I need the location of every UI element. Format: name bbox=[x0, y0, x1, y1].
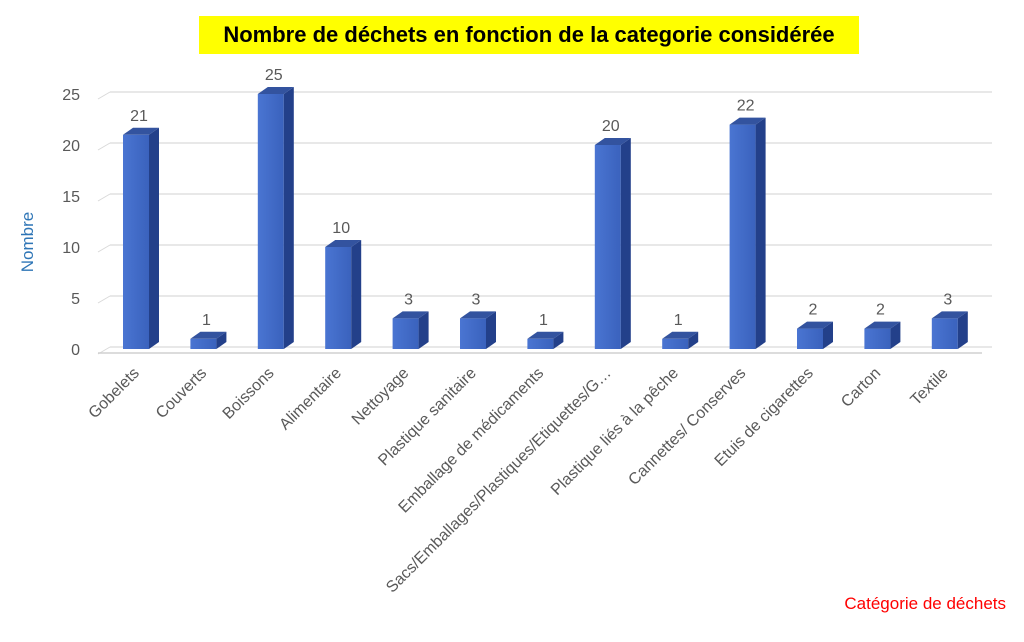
y-tick-label: 0 bbox=[71, 342, 80, 359]
data-label: 3 bbox=[404, 291, 413, 308]
bar-top bbox=[123, 127, 159, 135]
bar-front bbox=[864, 328, 891, 349]
bar-top bbox=[527, 331, 564, 339]
bar bbox=[190, 331, 227, 349]
data-label: 22 bbox=[737, 98, 755, 115]
x-tick-label: Cannettes/ Conserves bbox=[625, 365, 749, 489]
bar-top bbox=[864, 321, 901, 329]
data-label: 3 bbox=[943, 291, 952, 308]
data-label: 10 bbox=[332, 220, 350, 237]
bar-front bbox=[460, 318, 486, 349]
bar-side bbox=[890, 321, 901, 349]
bar-top bbox=[662, 331, 699, 339]
gridlines bbox=[97, 91, 992, 355]
y-tick-label: 10 bbox=[62, 240, 80, 257]
bar-side bbox=[216, 331, 227, 349]
bar bbox=[729, 117, 766, 349]
x-tick-label: Textile bbox=[908, 365, 952, 409]
x-tick-label: Emballage de médicaments bbox=[396, 365, 548, 517]
bar bbox=[257, 87, 294, 349]
data-label: 21 bbox=[130, 108, 148, 125]
bar-top bbox=[325, 240, 362, 247]
y-tick-label: 25 bbox=[62, 87, 80, 104]
bar-side bbox=[957, 311, 968, 349]
data-label: 2 bbox=[809, 302, 818, 319]
bar bbox=[797, 321, 833, 349]
y-tick-label: 20 bbox=[62, 138, 80, 155]
bar bbox=[662, 331, 699, 349]
bar-front bbox=[594, 145, 621, 349]
bar-side bbox=[620, 138, 631, 349]
bar-side bbox=[553, 331, 564, 349]
bar-top bbox=[594, 138, 631, 145]
gridline-diagonal bbox=[97, 142, 111, 151]
gridline-diagonal bbox=[97, 193, 111, 202]
bar-front bbox=[931, 318, 958, 349]
data-label: 3 bbox=[472, 291, 481, 308]
x-tick-label: Sacs/Emballages/Plastiques/Etiquettes/G… bbox=[383, 365, 614, 596]
bar-front bbox=[662, 338, 689, 349]
bar-top bbox=[460, 311, 496, 319]
data-label: 1 bbox=[539, 312, 548, 329]
bar-side bbox=[283, 87, 294, 349]
bar-front bbox=[797, 328, 823, 349]
bar-front bbox=[190, 338, 217, 349]
bar-top bbox=[797, 321, 833, 329]
bar-front bbox=[325, 247, 352, 349]
x-tick-label: Boissons bbox=[220, 365, 278, 423]
bar-front bbox=[729, 124, 756, 349]
bars bbox=[123, 87, 968, 349]
gridline-diagonal bbox=[97, 295, 111, 304]
bar-side bbox=[823, 321, 833, 349]
bar bbox=[123, 127, 159, 349]
x-axis-label: Catégorie de déchets bbox=[844, 594, 1006, 613]
bar-front bbox=[527, 338, 554, 349]
bar-top bbox=[392, 311, 429, 319]
data-label: 25 bbox=[265, 67, 283, 84]
data-label: 1 bbox=[674, 312, 683, 329]
bar bbox=[931, 311, 968, 349]
gridline-diagonal bbox=[97, 91, 111, 100]
bar bbox=[460, 311, 496, 349]
x-tick-label: Gobelets bbox=[86, 365, 143, 422]
y-tick-label: 15 bbox=[62, 189, 80, 206]
bar-top bbox=[729, 117, 766, 125]
bar bbox=[527, 331, 564, 349]
bar-side bbox=[486, 311, 496, 349]
y-axis-ticks: 0 5 10 15 20 25 bbox=[62, 87, 80, 359]
bar-side bbox=[418, 311, 429, 349]
bar-front bbox=[392, 318, 419, 349]
x-tick-label: Carton bbox=[838, 365, 884, 411]
bar-side bbox=[149, 127, 159, 349]
chart-title: Nombre de déchets en fonction de la cate… bbox=[223, 22, 835, 47]
bar-top bbox=[257, 87, 294, 94]
bar-side bbox=[755, 117, 766, 349]
x-tick-label: Nettoyage bbox=[349, 365, 413, 429]
x-tick-label: Alimentaire bbox=[276, 365, 345, 434]
bar bbox=[325, 240, 362, 349]
bar-front bbox=[123, 134, 149, 349]
y-axis-label: Nombre bbox=[18, 211, 37, 273]
data-label: 20 bbox=[602, 118, 620, 135]
chart-title-box: Nombre de déchets en fonction de la cate… bbox=[199, 16, 859, 54]
bar bbox=[594, 138, 631, 349]
x-tick-label: Couverts bbox=[153, 365, 210, 422]
bar-side bbox=[351, 240, 362, 349]
gridline-diagonal bbox=[97, 244, 111, 253]
bar-top bbox=[931, 311, 968, 319]
y-tick-label: 5 bbox=[71, 291, 80, 308]
data-label: 2 bbox=[876, 302, 885, 319]
bar bbox=[392, 311, 429, 349]
bar-front bbox=[257, 94, 284, 349]
data-label: 1 bbox=[202, 312, 211, 329]
bar-side bbox=[688, 331, 699, 349]
bar-top bbox=[190, 331, 227, 339]
x-tick-label: Plastique liés à la pêche bbox=[548, 365, 682, 499]
bar bbox=[864, 321, 901, 349]
